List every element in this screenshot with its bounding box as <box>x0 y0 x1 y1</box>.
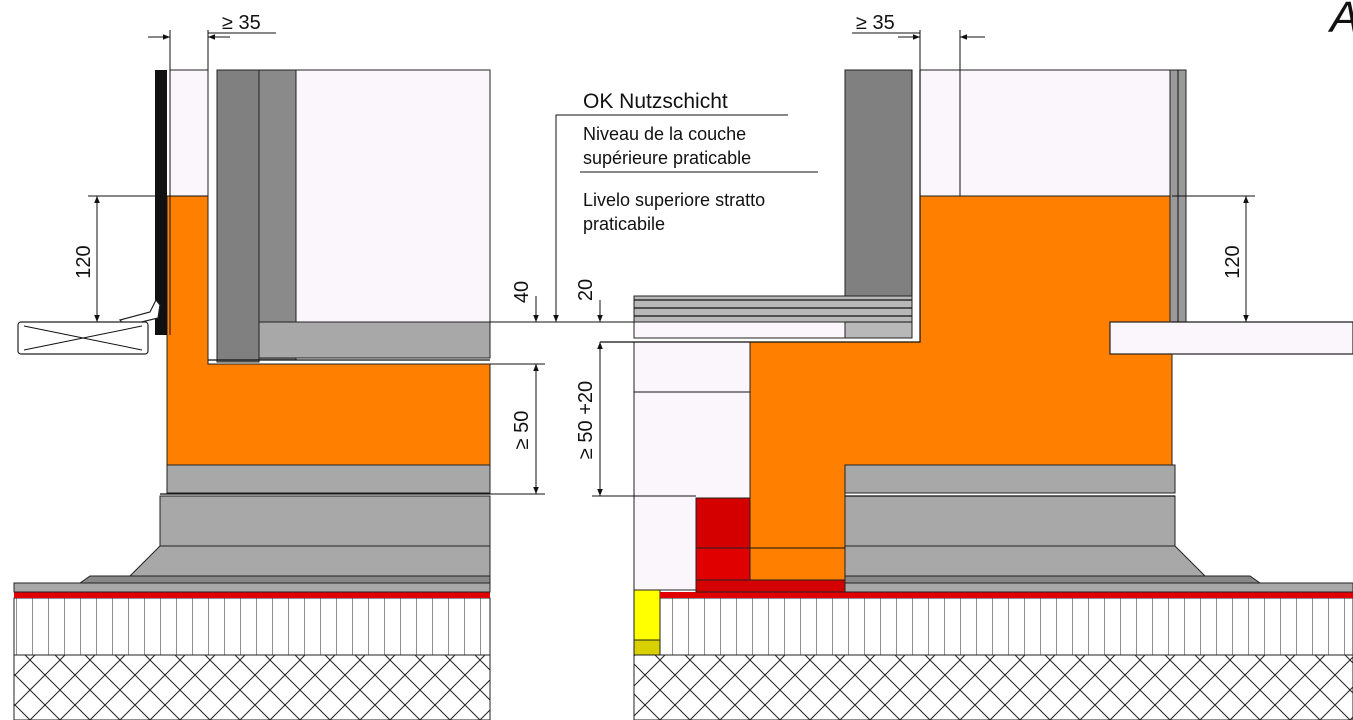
right-red-base <box>695 579 846 593</box>
left-facade-cladding <box>155 70 167 335</box>
right-yellow-base <box>633 639 661 656</box>
right-screed-lower <box>844 495 1176 547</box>
left-membrane <box>14 592 490 598</box>
corner-letter: A <box>1327 0 1353 42</box>
right-timber-beam <box>1109 321 1353 355</box>
left-top-gap-label: ≥ 35 <box>222 12 261 34</box>
left-sloped-screed <box>128 545 491 577</box>
right-membrane <box>660 592 1353 598</box>
right-sloped-screed <box>844 545 1207 577</box>
right-red-block-lower <box>695 547 751 581</box>
right-pale-wall <box>919 69 1173 197</box>
right-offset-label: 20 <box>575 279 597 301</box>
right-base-step <box>844 575 1262 584</box>
right-detail: ≥ 35 120 20 ≥ 50 +20 <box>560 12 1353 720</box>
right-red-block-upper <box>695 497 751 549</box>
right-frame-profile <box>844 69 913 339</box>
right-top-gap-label: ≥ 35 <box>856 12 895 34</box>
right-base-slab <box>844 582 1353 593</box>
right-foundation-hatch <box>659 597 1353 656</box>
left-offset-label: 40 <box>511 281 533 303</box>
left-pale-strip <box>169 69 209 197</box>
left-screed-upper <box>166 464 491 494</box>
right-height-label: 120 <box>1222 245 1244 278</box>
annotation-fr-line1: Niveau de la couche <box>583 124 746 144</box>
left-pale-wall <box>295 69 491 323</box>
left-base-step <box>78 575 491 584</box>
annotation-it-line1: Livelo superiore stratto <box>583 190 765 210</box>
left-gravel-layer <box>13 654 491 720</box>
right-depth-label: ≥ 50 +20 <box>575 381 597 459</box>
left-frame-profile-1 <box>216 69 260 363</box>
right-screed-upper <box>844 464 1176 494</box>
right-threshold-gap <box>633 321 846 339</box>
annotation-fr-line2: supérieure praticable <box>583 148 751 168</box>
right-gravel-layer <box>633 654 1353 720</box>
left-detail: ≥ 35 120 40 ≥ 50 <box>13 12 560 720</box>
left-threshold-plate <box>258 321 491 359</box>
left-frame-profile-2 <box>258 69 297 361</box>
annotation-it-line2: praticabile <box>583 214 665 234</box>
left-base-slab <box>13 582 491 593</box>
level-annotation: OK Nutzschicht Niveau de la couche supér… <box>553 90 818 322</box>
left-height-label: 120 <box>73 245 95 278</box>
annotation-de: OK Nutzschicht <box>583 90 728 113</box>
left-screed-lower <box>159 495 491 547</box>
left-foundation-hatch <box>13 597 491 656</box>
left-depth-label: ≥ 50 <box>511 411 533 450</box>
